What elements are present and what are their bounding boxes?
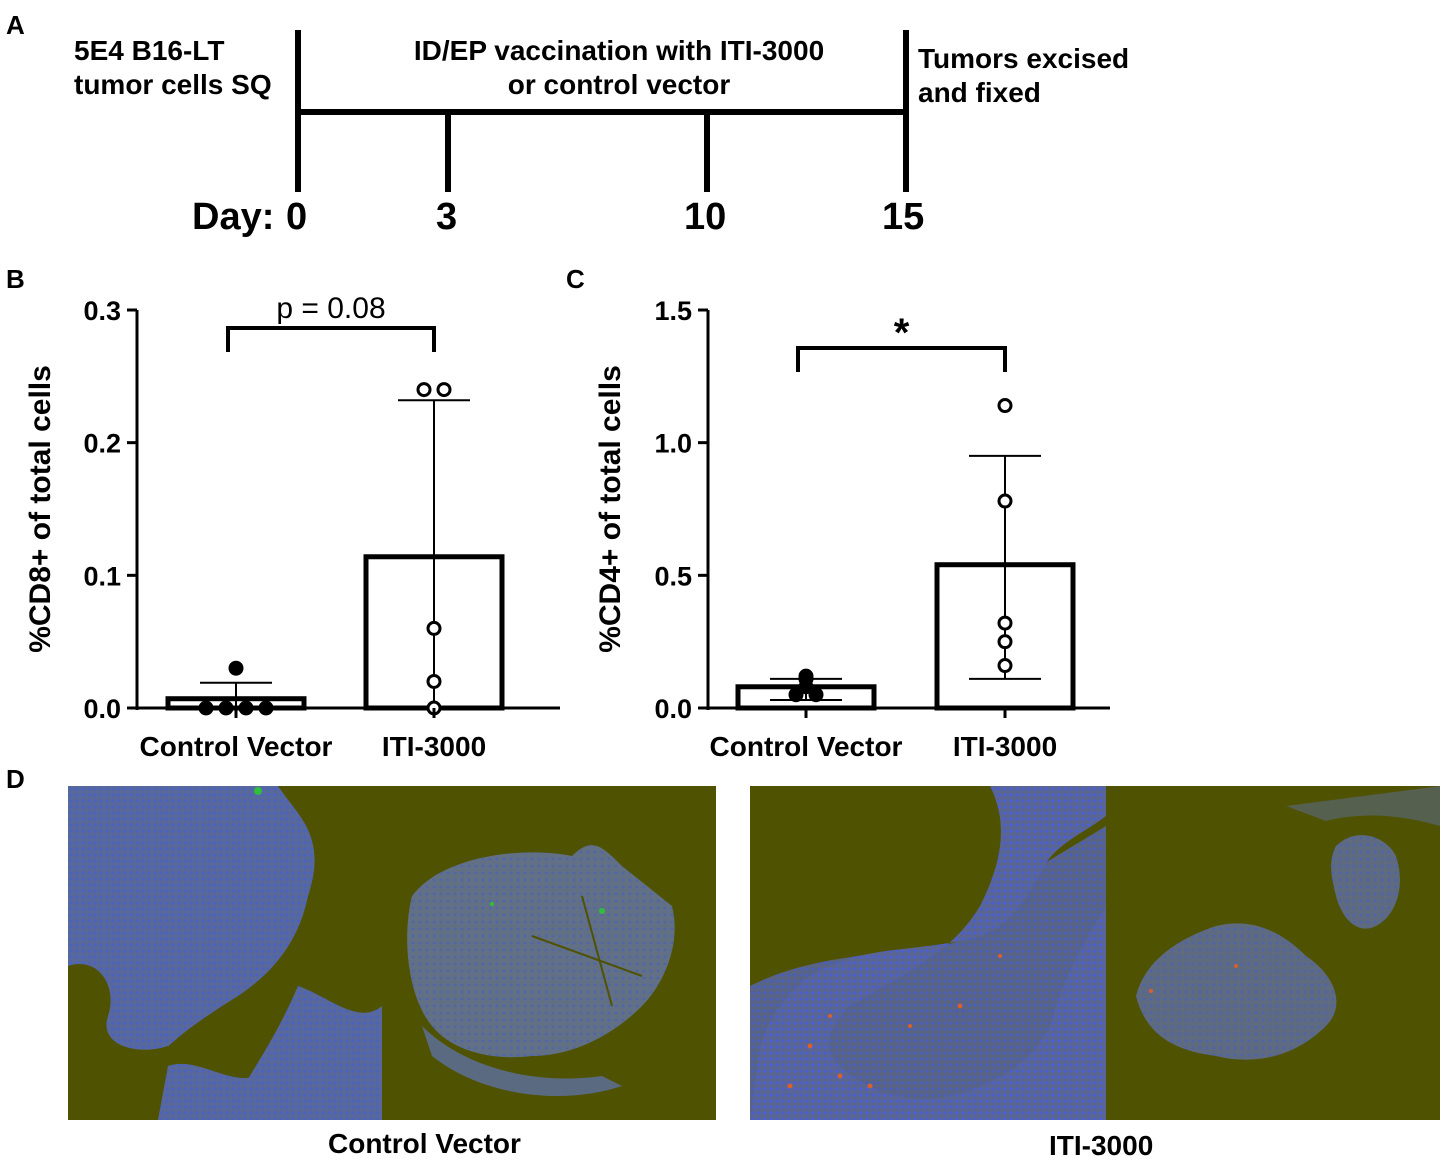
chart-c-category-0: Control Vector	[710, 731, 903, 762]
micrograph-control-left-image	[68, 786, 382, 1120]
panel-letter-a: A	[6, 10, 25, 40]
timeline-day-3: 3	[436, 196, 458, 238]
micrograph-iti-right	[1106, 786, 1440, 1120]
micrograph-control-left	[68, 786, 382, 1120]
chart-b-ytick-label-0: 0.0	[83, 694, 121, 724]
panel-letter-b: B	[6, 264, 25, 294]
chart-b-category-1: ITI-3000	[382, 731, 486, 762]
bar-charts: 0.0 0.1 0.2 0.3 %CD8+ of total cells Control …	[24, 292, 1110, 762]
timeline-axis	[295, 30, 909, 192]
chart-c-point-1-0	[997, 398, 1013, 414]
chart-c-point-1-1	[997, 493, 1013, 509]
chart-c-ytick-label-1: 0.5	[654, 561, 692, 591]
timeline-middle-text: ID/EP vaccination with ITI-3000 or contr…	[413, 35, 825, 100]
chart-b-point-0-0	[198, 700, 214, 716]
micrograph-iti-right-image	[1136, 786, 1440, 1060]
timeline-day-15: 15	[882, 196, 925, 238]
chart-b-ytick-label-2: 0.2	[83, 429, 121, 459]
timeline-day-0: 0	[286, 196, 308, 238]
timeline-left-text: 5E4 B16-LT tumor cells SQ	[74, 35, 272, 100]
chart-c-ytick-label-3: 1.5	[654, 296, 692, 326]
chart-c-ytick-label-0: 0.0	[654, 694, 692, 724]
chart-b-point-1-3	[426, 673, 442, 689]
chart-b-ytick-label-3: 0.3	[83, 296, 121, 326]
timeline-day-label: Day:	[192, 196, 275, 238]
chart-b-point-0-3	[258, 700, 274, 716]
micrograph-control-right	[382, 786, 716, 1120]
chart-c-point-1-2	[997, 615, 1013, 631]
chart-c-category-1: ITI-3000	[953, 731, 1057, 762]
caption-control-vector: Control Vector	[328, 1128, 521, 1159]
chart-b-point-1-0	[416, 382, 432, 398]
chart-b-point-1-1	[436, 382, 452, 398]
chart-b-category-0: Control Vector	[140, 731, 333, 762]
chart-b-ytick-label-1: 0.1	[83, 561, 121, 591]
chart-c-significance-bracket	[796, 346, 1007, 372]
chart-c-ytick-label-2: 1.0	[654, 429, 692, 459]
timeline-day-10: 10	[684, 196, 727, 238]
chart-b-point-0-1	[218, 700, 234, 716]
panel-letter-d: D	[6, 764, 25, 794]
timeline-right-text: Tumors excised and fixed	[918, 43, 1130, 108]
chart-b-point-1-2	[426, 620, 442, 636]
micrograph-iti-left-image	[750, 786, 1106, 1120]
chart-b-point-0-4	[228, 660, 244, 676]
chart-c-point-0-4	[798, 679, 814, 695]
micrograph-iti-left	[750, 786, 1106, 1120]
chart-c-point-1-3	[997, 634, 1013, 650]
chart-c-point-0-2	[788, 687, 804, 703]
chart-b-ylabel: %CD8+ of total cells	[24, 365, 57, 653]
micrograph-control-right-image	[407, 845, 675, 1096]
caption-iti-3000: ITI-3000	[1049, 1130, 1154, 1161]
chart-c-ylabel: %CD4+ of total cells	[594, 365, 627, 653]
chart-c-point-0-3	[808, 687, 824, 703]
panel-letter-c: C	[566, 264, 585, 294]
chart-c-significance-label: *	[894, 311, 910, 355]
chart-c-point-1-4	[997, 658, 1013, 674]
chart-b-significance-bracket	[226, 326, 436, 352]
chart-b-point-0-2	[238, 700, 254, 716]
chart-b-significance-label: p = 0.08	[276, 292, 385, 325]
